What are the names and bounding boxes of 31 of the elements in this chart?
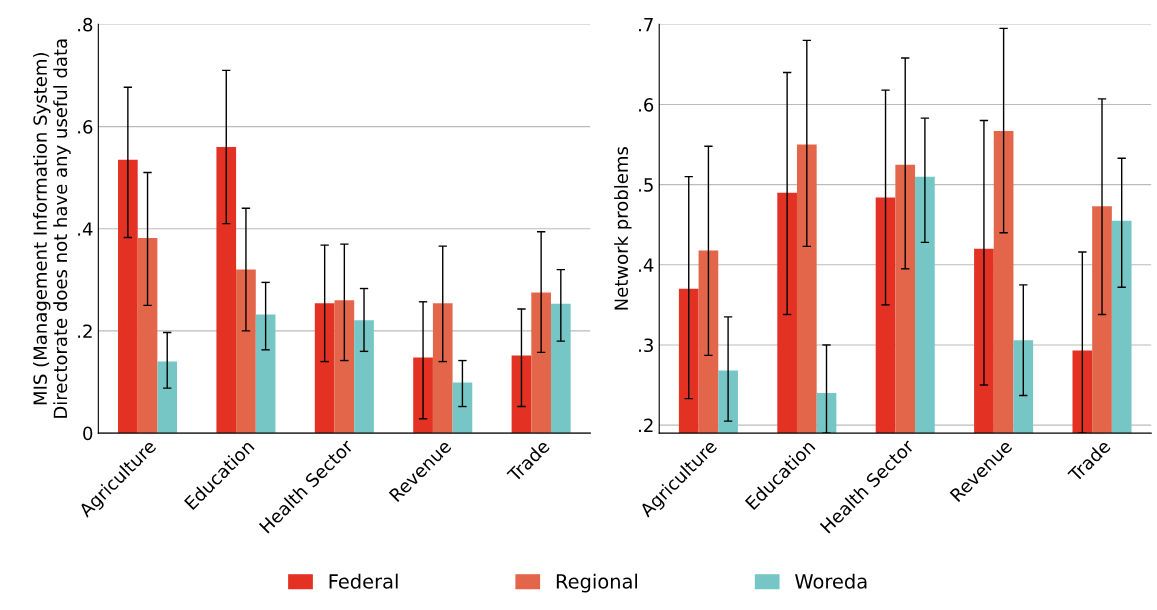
y-tick-label: .3 bbox=[639, 338, 653, 353]
bar bbox=[314, 303, 335, 434]
bar bbox=[334, 300, 355, 434]
bar bbox=[137, 237, 158, 434]
bar bbox=[531, 292, 551, 434]
bar bbox=[157, 361, 178, 434]
y-tick-label: .4 bbox=[78, 222, 93, 236]
y-axis-title: MIS (Management Information System) Directorate does not have any useful data bbox=[33, 39, 71, 418]
bar bbox=[511, 355, 532, 434]
legend-label: Federal bbox=[329, 573, 398, 589]
bar bbox=[452, 382, 473, 434]
y-tick-label: .5 bbox=[639, 178, 653, 192]
bar bbox=[413, 357, 433, 434]
bar bbox=[354, 320, 374, 434]
y-axis-title: Network problems bbox=[614, 147, 632, 310]
legend-label: Woreda bbox=[795, 573, 867, 589]
y-tick-label: .6 bbox=[639, 98, 654, 112]
bar bbox=[216, 147, 237, 434]
bar bbox=[255, 314, 276, 434]
bar bbox=[236, 269, 256, 434]
bar bbox=[550, 303, 571, 434]
bar bbox=[432, 303, 453, 434]
y-tick-label: .2 bbox=[78, 324, 92, 338]
legend-label: Regional bbox=[556, 573, 638, 593]
bar bbox=[118, 159, 138, 434]
y-tick-label: .6 bbox=[78, 120, 93, 134]
y-tick-label: .7 bbox=[639, 18, 653, 32]
y-tick-label: .8 bbox=[78, 17, 93, 32]
y-tick-label: .4 bbox=[639, 258, 654, 272]
y-tick-label: .2 bbox=[639, 418, 653, 432]
y-tick-label: 0 bbox=[83, 426, 93, 441]
